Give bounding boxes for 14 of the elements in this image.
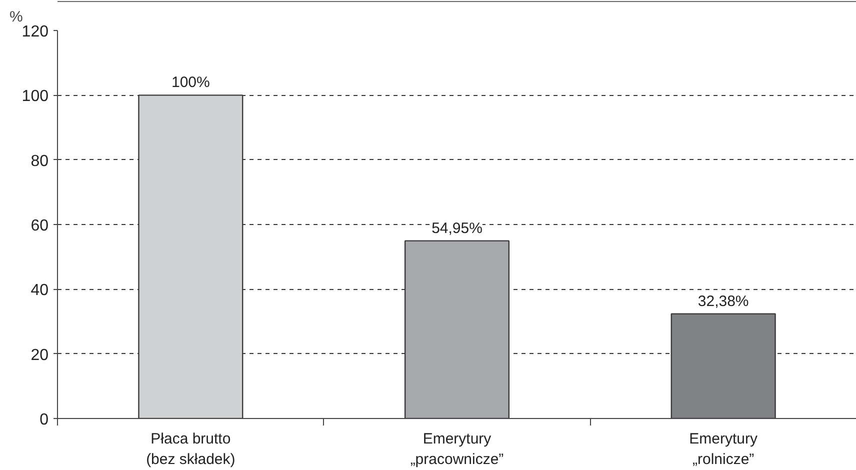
x-tick-label: Emerytury „rolnicze” <box>689 430 758 468</box>
y-tick-label: 40 <box>30 282 49 300</box>
y-tick-label: 20 <box>30 346 49 364</box>
x-tick-label: Płaca brutto (bez składek) <box>146 430 236 468</box>
y-tick-label: 80 <box>30 152 49 170</box>
data-label: 32,38% <box>698 292 749 310</box>
y-tick-label: 100 <box>22 88 49 106</box>
data-label: 54,95% <box>432 220 482 237</box>
y-tick-label: 0 <box>40 412 49 428</box>
y-tick-label: 60 <box>30 218 49 234</box>
y-axis-title: % <box>10 8 23 26</box>
x-tick-label: Emerytury „pracownicze” <box>410 430 504 468</box>
data-label: 100% <box>171 74 210 92</box>
y-tick-label: 120 <box>22 24 49 40</box>
